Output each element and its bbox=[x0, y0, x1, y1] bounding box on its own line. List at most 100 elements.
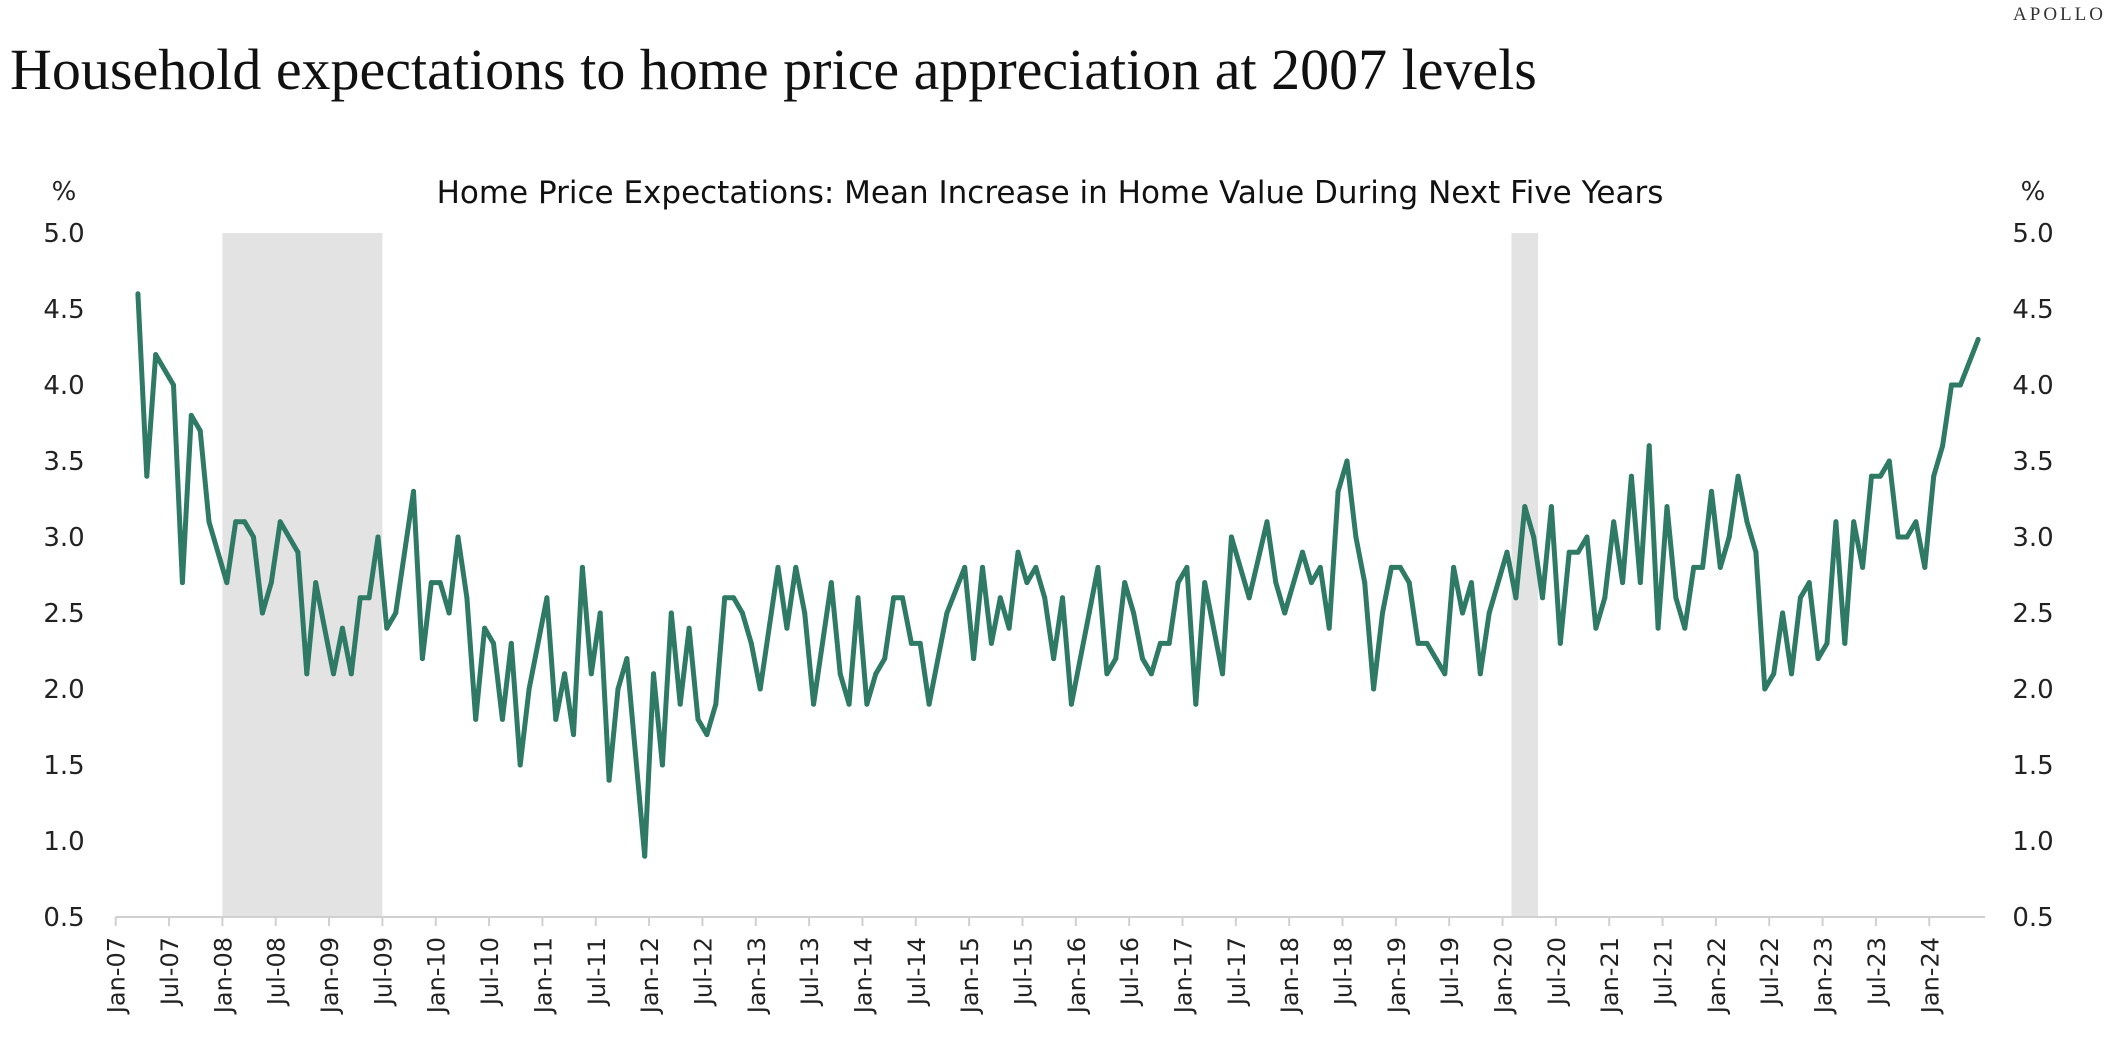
y-tick-label-right: 3.0 bbox=[2012, 523, 2053, 553]
data-point bbox=[624, 656, 630, 662]
x-tick-label: Jul-08 bbox=[263, 937, 291, 1007]
data-point bbox=[944, 610, 950, 616]
series-line bbox=[135, 293, 1981, 859]
data-point bbox=[739, 610, 745, 616]
data-point bbox=[1833, 519, 1839, 525]
data-point bbox=[419, 656, 425, 662]
data-point bbox=[1193, 701, 1199, 707]
x-tick-label: Jan-09 bbox=[316, 937, 344, 1015]
data-point bbox=[1611, 519, 1617, 525]
data-point bbox=[1273, 580, 1279, 586]
data-point bbox=[1948, 382, 1954, 388]
data-point bbox=[1815, 656, 1821, 662]
data-point bbox=[1531, 534, 1537, 540]
data-point bbox=[1362, 580, 1368, 586]
data-point bbox=[588, 671, 594, 677]
x-tick-label: Jul-16 bbox=[1116, 937, 1144, 1007]
data-point bbox=[579, 564, 585, 570]
data-point bbox=[1388, 564, 1394, 570]
x-tick-label: Jan-11 bbox=[529, 937, 557, 1015]
data-point bbox=[784, 625, 790, 631]
y-tick-label-left: 3.5 bbox=[43, 447, 84, 477]
data-point bbox=[562, 671, 568, 677]
data-point bbox=[811, 701, 817, 707]
y-tick-label-left: 3.0 bbox=[43, 523, 84, 553]
data-point bbox=[1460, 610, 1466, 616]
data-point bbox=[908, 640, 914, 646]
data-point bbox=[1104, 671, 1110, 677]
x-tick-label: Jan-17 bbox=[1170, 937, 1198, 1015]
data-point bbox=[1220, 671, 1226, 677]
data-point bbox=[1451, 564, 1457, 570]
data-point bbox=[1584, 534, 1590, 540]
x-tick-label: Jul-23 bbox=[1863, 937, 1891, 1007]
data-point bbox=[1264, 519, 1270, 525]
data-point bbox=[1317, 564, 1323, 570]
data-point bbox=[1024, 580, 1030, 586]
x-tick-label: Jul-18 bbox=[1330, 937, 1358, 1007]
data-point bbox=[446, 610, 452, 616]
data-point bbox=[1371, 686, 1377, 692]
data-point bbox=[962, 564, 968, 570]
y-axis-right-ticks: 5.0 4.5 4.0 3.5 3.0 2.5 2.0 1.5 1.0 0.5 bbox=[2012, 219, 2053, 933]
x-axis-ticks: Jan-07 Jul-07 Jan-08 Jul-08 Jan-09 Jul-09 Jan-… bbox=[103, 917, 1944, 1015]
y-tick-label-right: 4.0 bbox=[2012, 371, 2053, 401]
data-point bbox=[1486, 610, 1492, 616]
x-tick-label: Jul-14 bbox=[903, 937, 931, 1007]
data-point bbox=[304, 671, 310, 677]
data-point bbox=[1940, 443, 1946, 449]
data-point bbox=[1842, 640, 1848, 646]
data-point bbox=[686, 625, 692, 631]
data-point bbox=[1726, 534, 1732, 540]
y-axis-left-label: % bbox=[52, 177, 77, 207]
y-tick-label-right: 3.5 bbox=[2012, 447, 2053, 477]
data-point bbox=[526, 686, 532, 692]
data-point bbox=[775, 564, 781, 570]
x-tick-label: Jul-21 bbox=[1650, 937, 1678, 1007]
data-point bbox=[793, 564, 799, 570]
y-tick-label-right: 2.5 bbox=[2012, 599, 2053, 629]
data-point bbox=[544, 595, 550, 601]
data-point bbox=[224, 580, 230, 586]
data-point bbox=[1335, 488, 1341, 494]
data-point bbox=[482, 625, 488, 631]
data-point bbox=[1380, 610, 1386, 616]
brand-logo-text: APOLLO bbox=[2013, 4, 2106, 25]
x-tick-label: Jul-13 bbox=[796, 937, 824, 1007]
data-point bbox=[1566, 549, 1572, 555]
data-point bbox=[295, 549, 301, 555]
data-point bbox=[677, 701, 683, 707]
data-point bbox=[1673, 595, 1679, 601]
data-point bbox=[1184, 564, 1190, 570]
data-point bbox=[1122, 580, 1128, 586]
data-point bbox=[1148, 671, 1154, 677]
data-point bbox=[1620, 580, 1626, 586]
data-point bbox=[1824, 640, 1830, 646]
data-point bbox=[1042, 595, 1048, 601]
data-point bbox=[1877, 473, 1883, 479]
y-tick-label-right: 5.0 bbox=[2012, 219, 2053, 249]
y-tick-label-left: 0.5 bbox=[43, 903, 84, 933]
x-tick-label: Jan-18 bbox=[1276, 937, 1304, 1015]
data-point bbox=[455, 534, 461, 540]
data-point bbox=[1059, 595, 1065, 601]
data-point bbox=[1886, 458, 1892, 464]
data-point bbox=[250, 534, 256, 540]
data-point bbox=[1397, 564, 1403, 570]
data-point bbox=[997, 595, 1003, 601]
y-tick-label-left: 4.0 bbox=[43, 371, 84, 401]
data-point bbox=[1868, 473, 1874, 479]
x-tick-label: Jan-13 bbox=[743, 937, 771, 1015]
data-point bbox=[1682, 625, 1688, 631]
data-point bbox=[1753, 549, 1759, 555]
data-point bbox=[1851, 519, 1857, 525]
data-point bbox=[1246, 595, 1252, 601]
data-point bbox=[188, 412, 194, 418]
data-point bbox=[348, 671, 354, 677]
x-tick-label: Jul-17 bbox=[1223, 937, 1251, 1007]
data-points bbox=[135, 291, 1981, 859]
x-tick-label: Jul-19 bbox=[1436, 937, 1464, 1007]
data-point bbox=[1904, 534, 1910, 540]
data-point bbox=[1300, 549, 1306, 555]
